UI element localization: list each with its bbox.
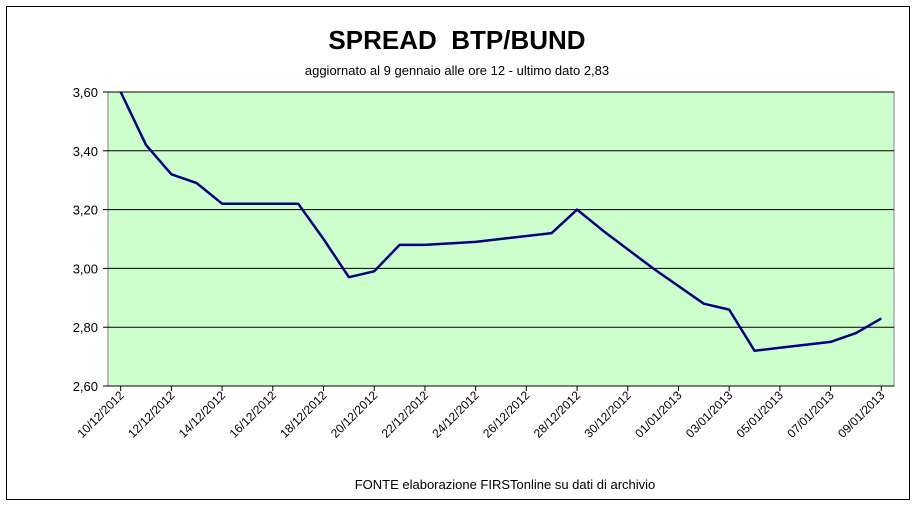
y-tick-label: 3,40 xyxy=(73,144,98,159)
chart-subtitle: aggiornato al 9 gennaio alle ore 12 - ul… xyxy=(305,63,609,78)
y-tick-label: 3,60 xyxy=(73,85,98,100)
x-tick-label: 07/01/2013 xyxy=(784,388,837,441)
x-tick-label: 20/12/2012 xyxy=(328,388,381,441)
x-tick-label: 12/12/2012 xyxy=(125,388,178,441)
x-tick-label: 05/01/2013 xyxy=(734,388,787,441)
x-tick-label: 10/12/2012 xyxy=(74,388,127,441)
x-tick-label: 24/12/2012 xyxy=(429,388,482,441)
x-tick-label: 30/12/2012 xyxy=(582,388,635,441)
y-tick-label: 3,00 xyxy=(73,261,98,276)
x-tick-label: 03/01/2013 xyxy=(683,388,736,441)
chart-title: SPREAD BTP/BUND xyxy=(328,25,585,55)
x-axis: 10/12/201212/12/201214/12/201216/12/2012… xyxy=(74,385,894,441)
spread-line xyxy=(119,91,882,352)
x-tick-label: 14/12/2012 xyxy=(176,388,229,441)
x-tick-label: 22/12/2012 xyxy=(379,388,432,441)
gridlines xyxy=(108,91,894,328)
x-tick-label: 16/12/2012 xyxy=(227,388,280,441)
source-note: FONTE elaborazione FIRSTonline su dati d… xyxy=(355,477,656,492)
y-tick-label: 2,60 xyxy=(73,379,98,394)
x-tick-label: 09/01/2013 xyxy=(835,388,888,441)
y-tick-label: 2,80 xyxy=(73,320,98,335)
x-tick-label: 26/12/2012 xyxy=(480,388,533,441)
y-tick-label: 3,20 xyxy=(73,203,98,218)
x-tick-label: 01/01/2013 xyxy=(632,388,685,441)
y-axis: 2,60 2,80 3,00 3,20 3,40 3,60 xyxy=(73,85,108,394)
x-tick-label: 28/12/2012 xyxy=(531,388,584,441)
x-tick-label: 18/12/2012 xyxy=(277,388,330,441)
